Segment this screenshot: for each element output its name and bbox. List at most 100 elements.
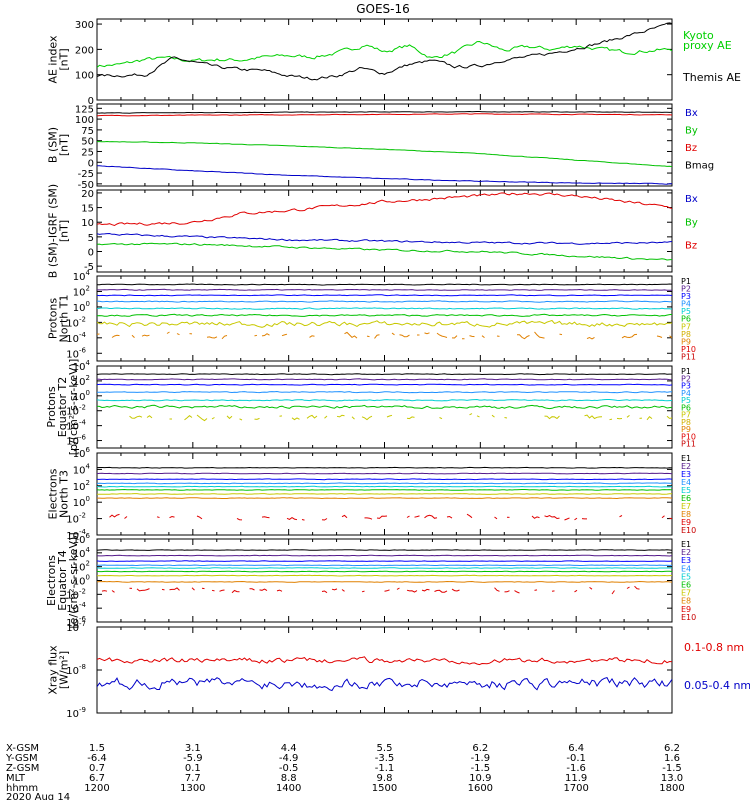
series-line-e1 xyxy=(97,549,672,551)
series-line-p7 xyxy=(324,415,328,419)
row-label: hhmm xyxy=(6,783,38,794)
series-line-p7 xyxy=(196,414,208,422)
series-line-0-05-0-4-nm xyxy=(97,677,672,692)
series-line-e9 xyxy=(109,513,120,518)
series-line-bx xyxy=(97,232,672,245)
tick-hhmm: 1500 xyxy=(372,783,397,794)
legend-item: P5 xyxy=(681,396,691,405)
series-line-bz xyxy=(97,192,672,227)
series-line-e9 xyxy=(249,588,255,591)
series-line-e9 xyxy=(514,590,520,594)
series-line-e9 xyxy=(446,515,453,519)
y-axis-label: [nT] xyxy=(58,220,71,242)
series-line-p7 xyxy=(476,415,480,418)
series-line-e9 xyxy=(534,589,538,591)
series-line-e9 xyxy=(384,589,390,592)
series-line-by xyxy=(97,242,672,261)
legend-item: P7 xyxy=(681,411,691,420)
series-line-p7 xyxy=(646,416,653,421)
series-line-e9 xyxy=(276,589,283,592)
series-line-p8 xyxy=(281,333,288,337)
series-line-p8 xyxy=(374,334,380,339)
series-line-e9 xyxy=(574,517,578,521)
y-tick-label: 104 xyxy=(73,269,91,283)
series-line-e9 xyxy=(406,589,418,593)
y-tick-label: 10-2 xyxy=(66,512,86,526)
series-line-p7 xyxy=(439,417,443,420)
series-line-e9 xyxy=(196,515,203,520)
tick-xgsm: 4.4 xyxy=(281,743,297,754)
series-line-e9 xyxy=(169,587,180,591)
series-group xyxy=(97,656,672,692)
series-line-e9 xyxy=(361,590,365,593)
series-line-p4 xyxy=(97,390,672,394)
y-tick-label: 102 xyxy=(73,560,90,574)
series-line-p8 xyxy=(656,335,663,338)
legend-item: E1 xyxy=(681,454,691,463)
y-tick-label: 104 xyxy=(73,359,91,373)
row-label: 2020 Aug 14 xyxy=(6,792,70,800)
legend-item: P10 xyxy=(681,432,696,441)
series-line-e9 xyxy=(259,588,268,592)
tick-xgsm: 1.5 xyxy=(89,743,105,754)
series-line-e7 xyxy=(97,574,672,577)
series-line-e2 xyxy=(97,472,672,475)
series-line-p7 xyxy=(129,415,143,419)
series-line-e9 xyxy=(564,517,570,521)
series-line-e9 xyxy=(466,513,473,519)
legend-item: E9 xyxy=(681,518,691,527)
tick-hhmm: 1700 xyxy=(563,783,588,794)
tick-ygsm: -1.9 xyxy=(471,753,491,764)
y-axis-label: [p/(cm²-s-sr-keV)] xyxy=(67,359,80,456)
series-line-p7 xyxy=(584,414,603,420)
legend-item: P3 xyxy=(681,292,691,301)
tick-zgsm: -1.6 xyxy=(566,763,586,774)
series-line-kyoto-proxy-ae xyxy=(97,40,672,68)
series-line-p7 xyxy=(97,319,672,328)
tick-ygsm: -4.9 xyxy=(279,753,299,764)
series-line-0-1-0-8-nm xyxy=(97,656,672,666)
legend-item: E4 xyxy=(681,564,691,573)
legend-item: P1 xyxy=(681,367,691,376)
y-tick-label: 100 xyxy=(73,389,90,403)
legend-item: E5 xyxy=(681,572,691,581)
series-line-e9 xyxy=(231,589,240,594)
series-line-p1 xyxy=(97,373,672,376)
y-tick-label: 102 xyxy=(73,284,90,298)
y-tick-label: -25 xyxy=(78,169,94,180)
tick-mlt: 6.7 xyxy=(89,773,105,784)
y-axis-label: [nT] xyxy=(58,134,71,156)
legend-item: By xyxy=(685,126,698,137)
y-axis-label: Electrons xyxy=(47,468,60,519)
legend-item: P5 xyxy=(681,307,691,316)
series-line-e9 xyxy=(261,516,270,519)
panel-frame xyxy=(96,626,673,714)
series-line-p8 xyxy=(309,335,315,338)
y-tick-label: 10 xyxy=(81,218,94,229)
y-axis-label: Electrons xyxy=(45,555,58,606)
tick-zgsm: 0.7 xyxy=(89,763,105,774)
tick-ygsm: -3.5 xyxy=(375,753,395,764)
legend-item: E3 xyxy=(681,556,691,565)
tick-zgsm: -1.1 xyxy=(375,763,395,774)
series-line-p7 xyxy=(239,418,243,421)
series-line-p8 xyxy=(391,332,395,336)
series-line-p8 xyxy=(221,335,228,340)
legend-item: Themis AE xyxy=(682,71,741,84)
legend-item: P2 xyxy=(681,285,691,294)
series-line-e9 xyxy=(286,517,298,521)
series-line-p6 xyxy=(97,313,672,317)
legend-item: E6 xyxy=(681,581,691,590)
series-line-e9 xyxy=(544,515,560,520)
legend-item: P8 xyxy=(681,418,691,427)
series-line-p8 xyxy=(451,335,458,339)
series-line-e9 xyxy=(156,516,160,518)
y-tick-label: 10-8 xyxy=(66,663,86,677)
series-line-p3 xyxy=(97,294,672,297)
series-line-p4 xyxy=(97,300,672,303)
legend-item: E10 xyxy=(681,526,696,535)
series-line-e9 xyxy=(321,518,328,521)
